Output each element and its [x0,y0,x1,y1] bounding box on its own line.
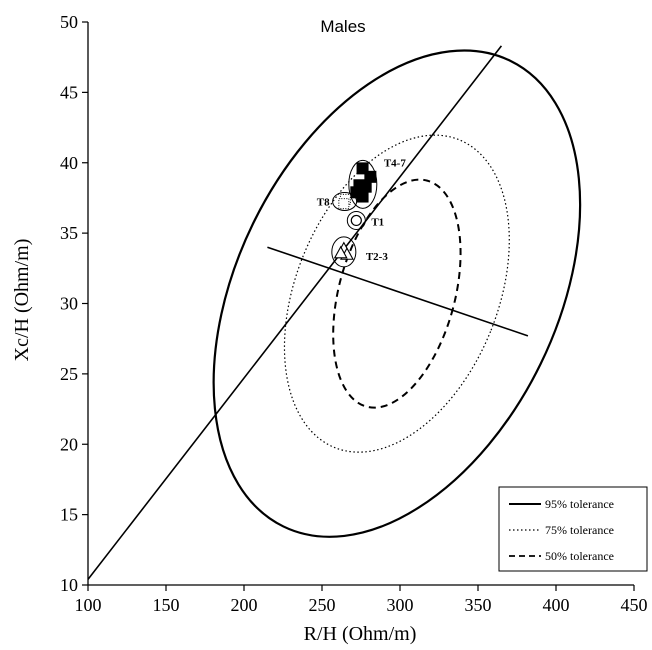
legend-label-2: 75% tolerance [545,523,614,537]
point-t8-2 [338,198,350,210]
group-label-t4-7: T4-7 [384,157,407,169]
x-axis-title: R/H (Ohm/m) [304,623,417,645]
ellipse-75-tolerance [283,134,510,453]
legend-label-3: 50% tolerance [545,549,614,563]
legend-box [498,486,648,572]
y-tick-label: 35 [60,223,78,243]
point-t1-1 [350,214,362,227]
chart-title: Males [320,17,365,36]
minor-axis-line [267,246,529,337]
ellipse-50-tolerance [332,178,462,409]
x-tick-label: 400 [543,595,570,615]
ellipse-axes [87,45,529,580]
y-tick-label: 25 [60,364,78,384]
point-t4-7-5 [350,186,363,199]
x-tick-label: 100 [75,595,102,615]
y-tick-label: 10 [60,575,78,595]
y-tick-label: 45 [60,82,78,102]
x-tick-label: 200 [231,595,258,615]
x-tick-label: 250 [309,595,336,615]
y-tick-label: 50 [60,12,78,32]
x-tick-label: 150 [153,595,180,615]
ellipse-95-tolerance [212,49,582,538]
y-tick-label: 30 [60,294,78,314]
y-tick-label: 20 [60,434,78,454]
data-points [333,162,377,260]
y-tick-label: 40 [60,153,78,173]
y-tick-label: 15 [60,505,78,525]
legend-label-1: 95% tolerance [545,497,614,511]
group-label-t1: T1 [371,216,384,228]
major-axis-line [87,45,503,580]
legend: 95% tolerance 75% tolerance 50% tolerance [498,486,648,572]
tick-labels: 100 150 200 250 300 350 400 450 10 15 20 25 30 35 40 45… [60,12,648,615]
x-tick-label: 300 [387,595,414,615]
cluster-outline-t4-7 [348,159,378,209]
tolerance-ellipses [212,49,582,538]
cluster-outline-t2-3 [331,236,357,268]
point-t4-7-6 [359,180,372,193]
x-tick-label: 350 [465,595,492,615]
group-label-t2-3: T2-3 [366,251,389,263]
group-labels: T4-7 T8 T1 T2-3 [317,157,407,263]
point-t4-7-2 [364,170,377,183]
y-axis-title: Xc/H (Ohm/m) [11,239,33,362]
cluster-outline-t1 [346,210,366,230]
group-label-t8: T8 [317,196,330,208]
point-t2-3-3 [333,245,348,259]
x-tick-label: 450 [621,595,648,615]
